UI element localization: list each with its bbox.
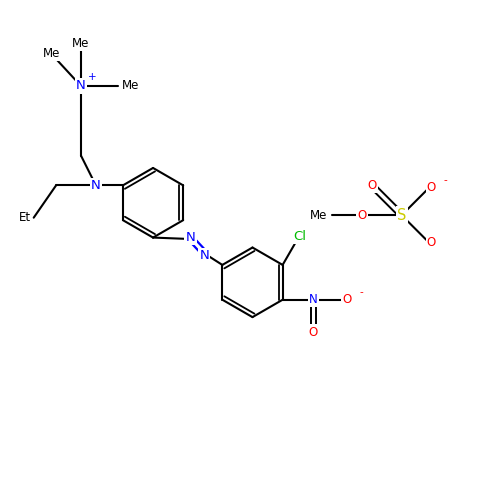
Text: N: N xyxy=(76,80,86,92)
Text: S: S xyxy=(397,208,406,222)
Text: Et: Et xyxy=(19,211,31,224)
Text: O: O xyxy=(309,326,318,338)
Text: Me: Me xyxy=(122,80,140,92)
Text: O: O xyxy=(367,179,376,192)
Text: Me: Me xyxy=(42,47,60,60)
Text: O: O xyxy=(427,182,436,194)
Text: Cl: Cl xyxy=(294,230,306,243)
Text: N: N xyxy=(309,293,318,306)
Text: O: O xyxy=(427,236,436,249)
Text: Me: Me xyxy=(72,37,90,50)
Text: -: - xyxy=(444,176,448,186)
Text: N: N xyxy=(186,230,195,243)
Text: +: + xyxy=(88,72,96,82)
Text: O: O xyxy=(358,208,366,222)
Text: N: N xyxy=(200,250,209,262)
Text: Me: Me xyxy=(310,208,327,222)
Text: N: N xyxy=(91,179,101,192)
Text: O: O xyxy=(342,293,351,306)
Text: -: - xyxy=(360,288,364,298)
